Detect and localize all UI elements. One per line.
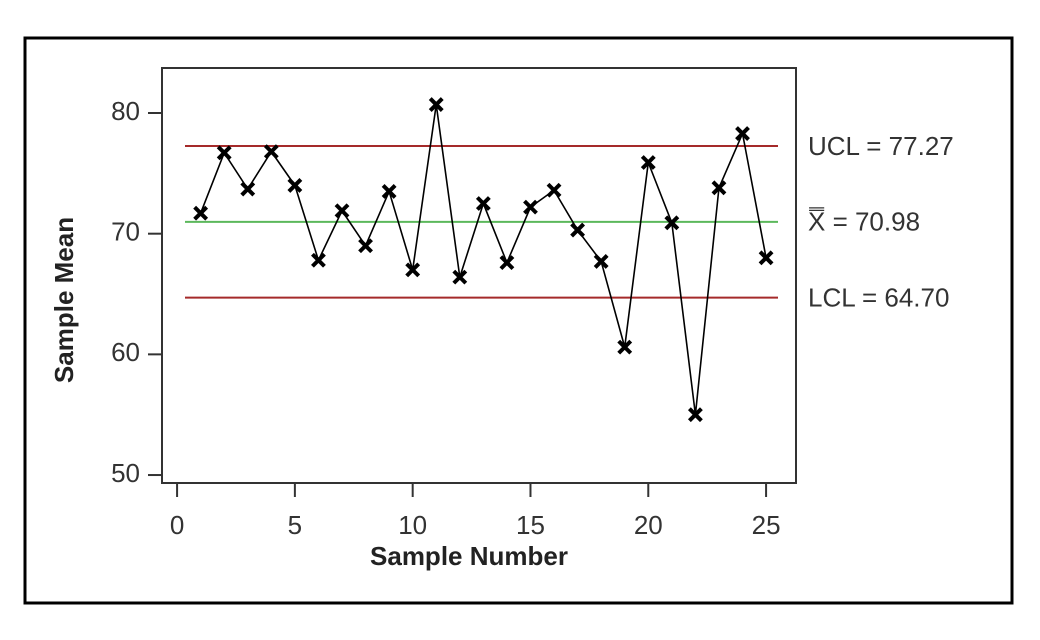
- point-marker: [617, 339, 633, 355]
- x-tick-label: 0: [170, 510, 184, 540]
- y-tick-label: 50: [111, 458, 140, 488]
- point-marker: [711, 180, 727, 196]
- point-marker: [358, 238, 373, 254]
- x-tick-label: 25: [752, 510, 781, 540]
- point-marker: [452, 269, 468, 285]
- point-marker: [475, 196, 491, 211]
- outer-frame: [23, 36, 1014, 605]
- x-tick-label: 5: [288, 510, 302, 540]
- point-marker: [664, 215, 680, 231]
- series-line: [199, 104, 767, 415]
- y-tick-label: 60: [111, 337, 140, 367]
- point-marker: [428, 97, 444, 112]
- y-tick-label: 80: [111, 96, 140, 126]
- control-line-label: LCL = 64.70: [808, 283, 949, 313]
- point-marker: [405, 262, 421, 278]
- point-marker: [640, 155, 656, 170]
- plot-frame: [161, 67, 797, 484]
- y-axis-title: Sample Mean: [49, 217, 79, 383]
- point-marker: [523, 199, 538, 215]
- x-tick-label: 10: [398, 510, 427, 540]
- point-marker: [381, 184, 397, 199]
- point-marker: [240, 181, 256, 197]
- point-marker: [593, 254, 609, 269]
- control-line-label: X̿ = 70.98: [808, 207, 920, 237]
- x-axis-title: Sample Number: [370, 541, 568, 571]
- point-marker: [758, 250, 774, 266]
- point-marker: [334, 203, 350, 219]
- point-marker: [687, 407, 703, 423]
- point-marker: [311, 252, 326, 268]
- point-marker: [193, 205, 209, 221]
- point-marker: [735, 126, 750, 141]
- x-tick-label: 15: [516, 510, 545, 540]
- point-marker: [499, 255, 515, 271]
- control-line-label: UCL = 77.27: [808, 131, 954, 161]
- x-tick-label: 20: [634, 510, 663, 540]
- point-marker: [216, 145, 232, 161]
- y-tick-label: 70: [111, 217, 140, 247]
- point-marker: [546, 182, 562, 198]
- point-marker: [263, 144, 279, 160]
- point-marker: [287, 178, 303, 193]
- point-marker: [570, 222, 586, 238]
